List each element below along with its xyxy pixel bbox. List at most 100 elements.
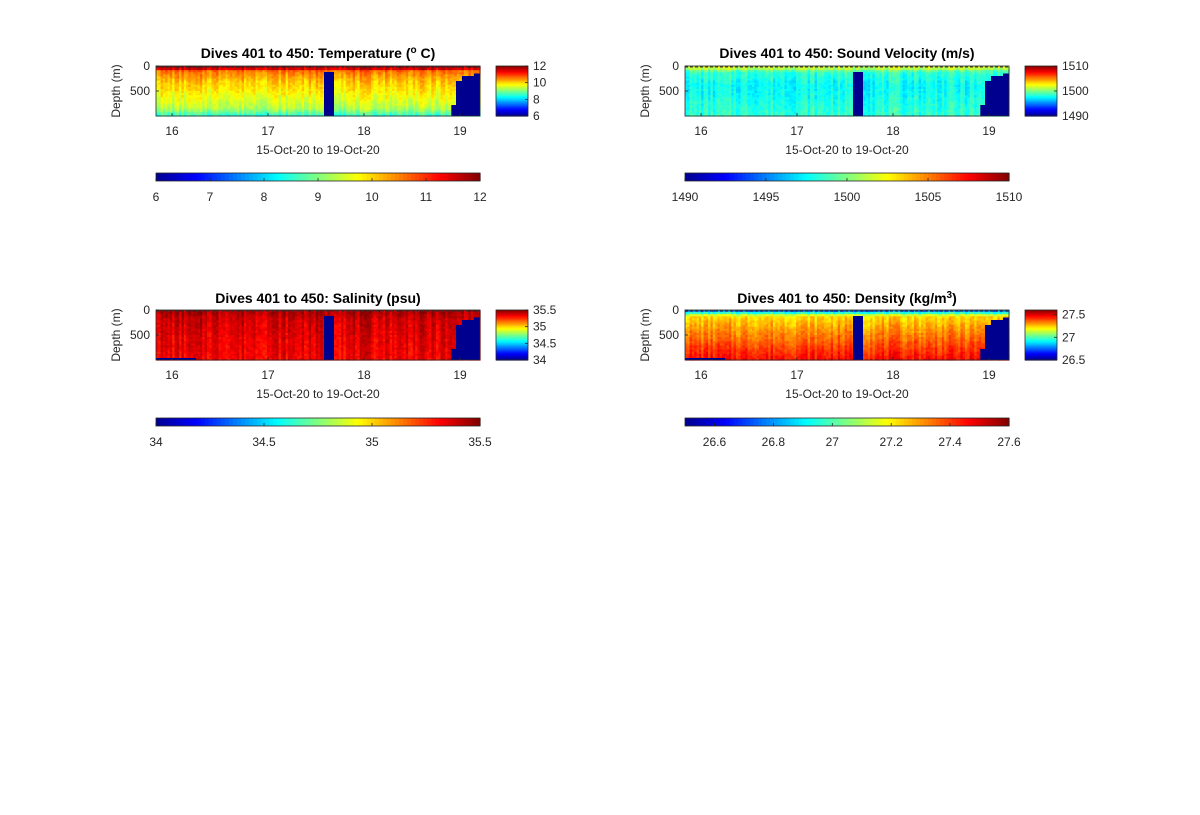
heatmap-cell <box>193 105 196 109</box>
heatmap-cell <box>401 72 405 75</box>
heatmap-cell <box>701 111 705 115</box>
heatmap-cell <box>280 88 284 92</box>
heatmap-cell <box>452 95 456 98</box>
heatmap-cell <box>408 88 412 92</box>
heatmap-cell <box>722 111 725 115</box>
heatmap-cell <box>459 76 463 80</box>
heatmap-cell <box>209 88 213 92</box>
heatmap-cell <box>216 78 220 82</box>
heatmap-cell <box>345 68 349 71</box>
heatmap-cell <box>745 95 749 98</box>
heatmap-cell <box>685 74 688 78</box>
heatmap-cell <box>359 107 363 111</box>
heatmap-cell <box>297 101 301 105</box>
heatmap-cell <box>816 66 820 69</box>
heatmap-cell <box>786 109 790 113</box>
heatmap-cell <box>396 97 400 100</box>
heatmap-cell <box>433 68 437 71</box>
heatmap-cell <box>174 111 178 115</box>
heatmap-cell <box>246 72 250 75</box>
heatmap-cell <box>373 78 377 82</box>
heatmap-cell <box>234 97 238 100</box>
heatmap-cell <box>784 113 788 117</box>
heatmap-cell <box>440 107 444 111</box>
heatmap-cell <box>766 109 769 113</box>
heatmap-cell <box>473 68 476 71</box>
heatmap-cell <box>169 97 173 100</box>
heatmap-cell <box>216 68 220 71</box>
heatmap-cell <box>338 109 342 113</box>
heatmap-cell <box>338 103 342 107</box>
heatmap-cell <box>366 88 370 92</box>
heatmap-cell <box>167 99 171 103</box>
heatmap-cell <box>747 109 751 113</box>
heatmap-cell <box>394 68 398 71</box>
heatmap-cell <box>803 113 806 117</box>
heatmap-cell <box>823 93 827 96</box>
heatmap-cell <box>749 113 753 117</box>
heatmap-cell <box>380 91 384 94</box>
heatmap-cell <box>463 68 467 71</box>
heatmap-cell <box>754 111 758 115</box>
heatmap-cell <box>710 68 714 71</box>
heatmap-cell <box>274 103 277 107</box>
heatmap-cell <box>752 72 756 75</box>
heatmap-cell <box>772 86 776 90</box>
heatmap-cell <box>403 107 407 111</box>
heatmap-cell <box>230 82 233 86</box>
heatmap-cell <box>223 82 227 86</box>
heatmap-cell <box>350 78 354 82</box>
heatmap-cell <box>359 80 363 84</box>
heatmap-cell <box>759 105 762 109</box>
heatmap-cell <box>442 95 446 98</box>
heatmap-cell <box>809 82 813 86</box>
heatmap-cell <box>747 91 751 94</box>
heatmap-cell <box>264 113 268 117</box>
heatmap-cell <box>287 72 291 75</box>
heatmap-cell <box>687 76 691 80</box>
heatmap-cell <box>311 91 314 94</box>
heatmap-cell <box>717 111 721 115</box>
heatmap-cell <box>712 72 716 75</box>
heatmap-cell <box>798 70 802 73</box>
heatmap-cell <box>719 78 723 82</box>
heatmap-cell <box>396 93 400 96</box>
heatmap-cell <box>775 80 779 84</box>
colorbar-segment <box>281 173 287 181</box>
heatmap-cell <box>759 95 762 98</box>
heatmap-cell <box>202 93 206 96</box>
heatmap-cell <box>705 105 709 109</box>
heatmap-cell <box>350 80 354 84</box>
heatmap-cell <box>710 76 714 80</box>
heatmap-cell <box>237 109 240 113</box>
heatmap-cell <box>701 109 705 113</box>
heatmap-cell <box>814 109 818 113</box>
heatmap-cell <box>756 86 760 90</box>
heatmap-cell <box>442 107 446 111</box>
heatmap-cell <box>447 76 451 80</box>
heatmap-cell <box>749 78 753 82</box>
heatmap-cell <box>199 74 203 78</box>
heatmap-cell <box>375 111 379 115</box>
heatmap-cell <box>701 105 705 109</box>
heatmap-cell <box>717 97 721 100</box>
heatmap-cell <box>445 113 449 117</box>
heatmap-cell <box>415 80 419 84</box>
heatmap-cell <box>685 70 688 73</box>
heatmap-cell <box>401 105 405 109</box>
heatmap-cell <box>260 113 264 117</box>
heatmap-cell <box>710 82 714 86</box>
heatmap-cell <box>726 91 730 94</box>
heatmap-cell <box>426 113 430 117</box>
heatmap-cell <box>359 105 363 109</box>
heatmap-cell <box>419 74 423 78</box>
heatmap-cell <box>389 97 393 100</box>
heatmap-cell <box>276 82 280 86</box>
heatmap-cell <box>336 99 340 103</box>
heatmap-cell <box>260 88 264 92</box>
heatmap-cell <box>772 68 776 71</box>
heatmap-cell <box>786 113 790 117</box>
heatmap-cell <box>165 105 169 109</box>
heatmap-cell <box>768 91 772 94</box>
heatmap-cell <box>188 68 192 71</box>
